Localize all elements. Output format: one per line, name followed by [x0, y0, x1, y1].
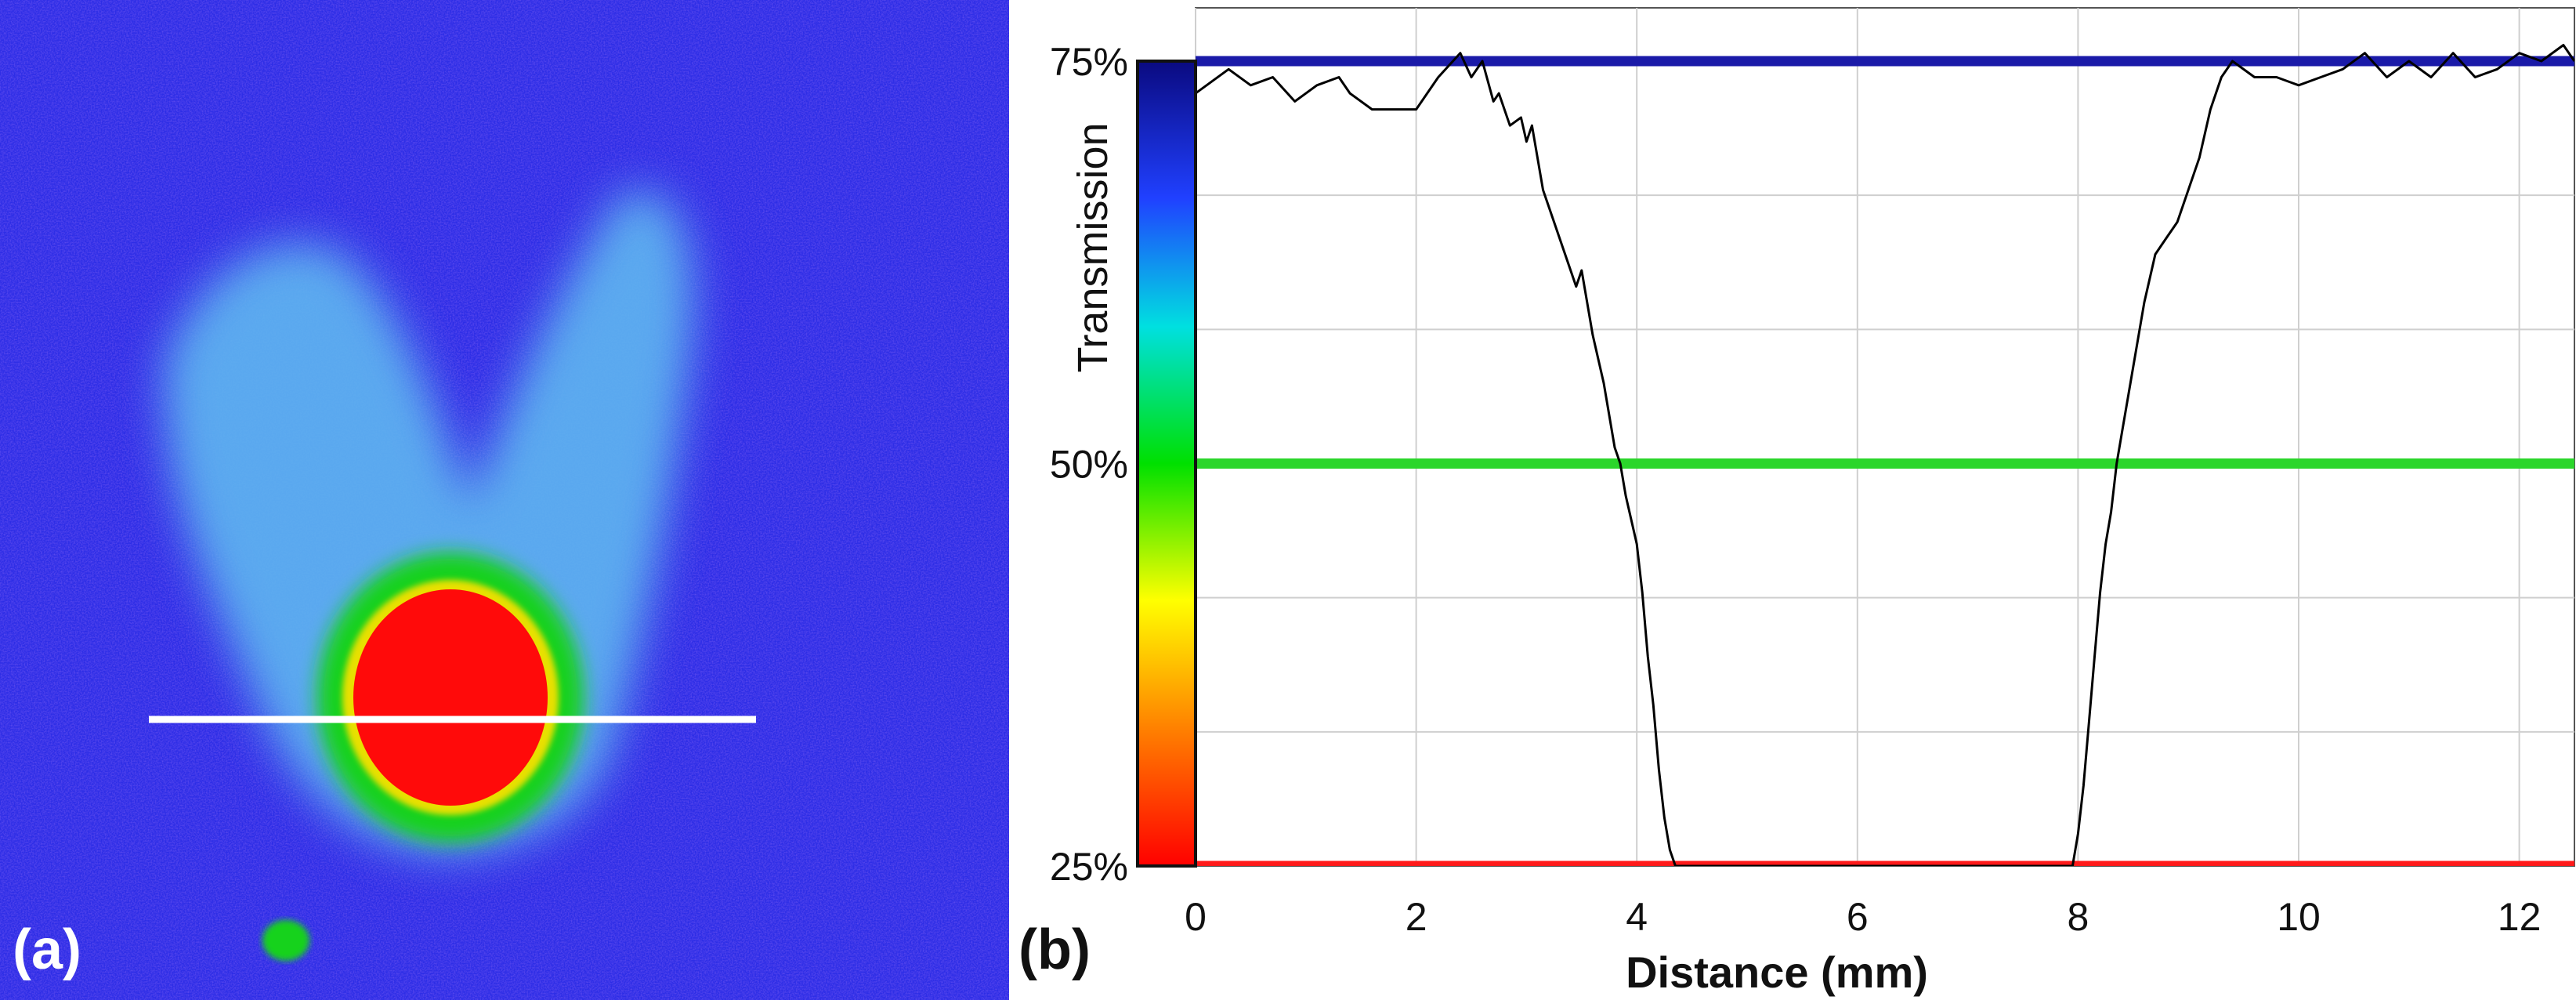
- panel-a-image: (a): [0, 0, 1009, 1000]
- reference-lines: [1196, 56, 2574, 866]
- x-tick-label: 4: [1626, 895, 1648, 939]
- panel-separator: [1009, 0, 1014, 1000]
- red-core: [353, 589, 548, 806]
- y-tick-label: 50%: [1050, 443, 1128, 487]
- y-tick-label: 25%: [1050, 845, 1128, 889]
- x-tick-label: 6: [1847, 895, 1869, 939]
- y-axis-title: Transmission: [1069, 122, 1116, 372]
- x-tick-label: 10: [2277, 895, 2321, 939]
- small-spot: [262, 920, 309, 961]
- colorbar: [1136, 60, 1197, 868]
- x-tick-labels: 0 2 4 6 8 10 12: [1185, 895, 2541, 939]
- panel-b-chart: 0 2 4 6 8 10 12 75% 50% 25% Transmission Distanc…: [1018, 7, 2575, 997]
- series-layer: [1196, 44, 2574, 866]
- y-tick-label: 75%: [1050, 40, 1128, 84]
- x-tick-label: 2: [1406, 895, 1427, 939]
- panel-b-label: (b): [1018, 918, 1091, 981]
- y-tick-labels: 75% 50% 25%: [1050, 40, 1128, 889]
- x-tick-label: 0: [1185, 895, 1207, 939]
- series-line: [1196, 44, 2574, 866]
- x-axis-title: Distance (mm): [1626, 947, 1928, 997]
- plot-area: [1195, 7, 2575, 867]
- x-tick-label: 8: [2067, 895, 2089, 939]
- x-tick-label: 12: [2498, 895, 2542, 939]
- panel-a-label: (a): [13, 918, 81, 981]
